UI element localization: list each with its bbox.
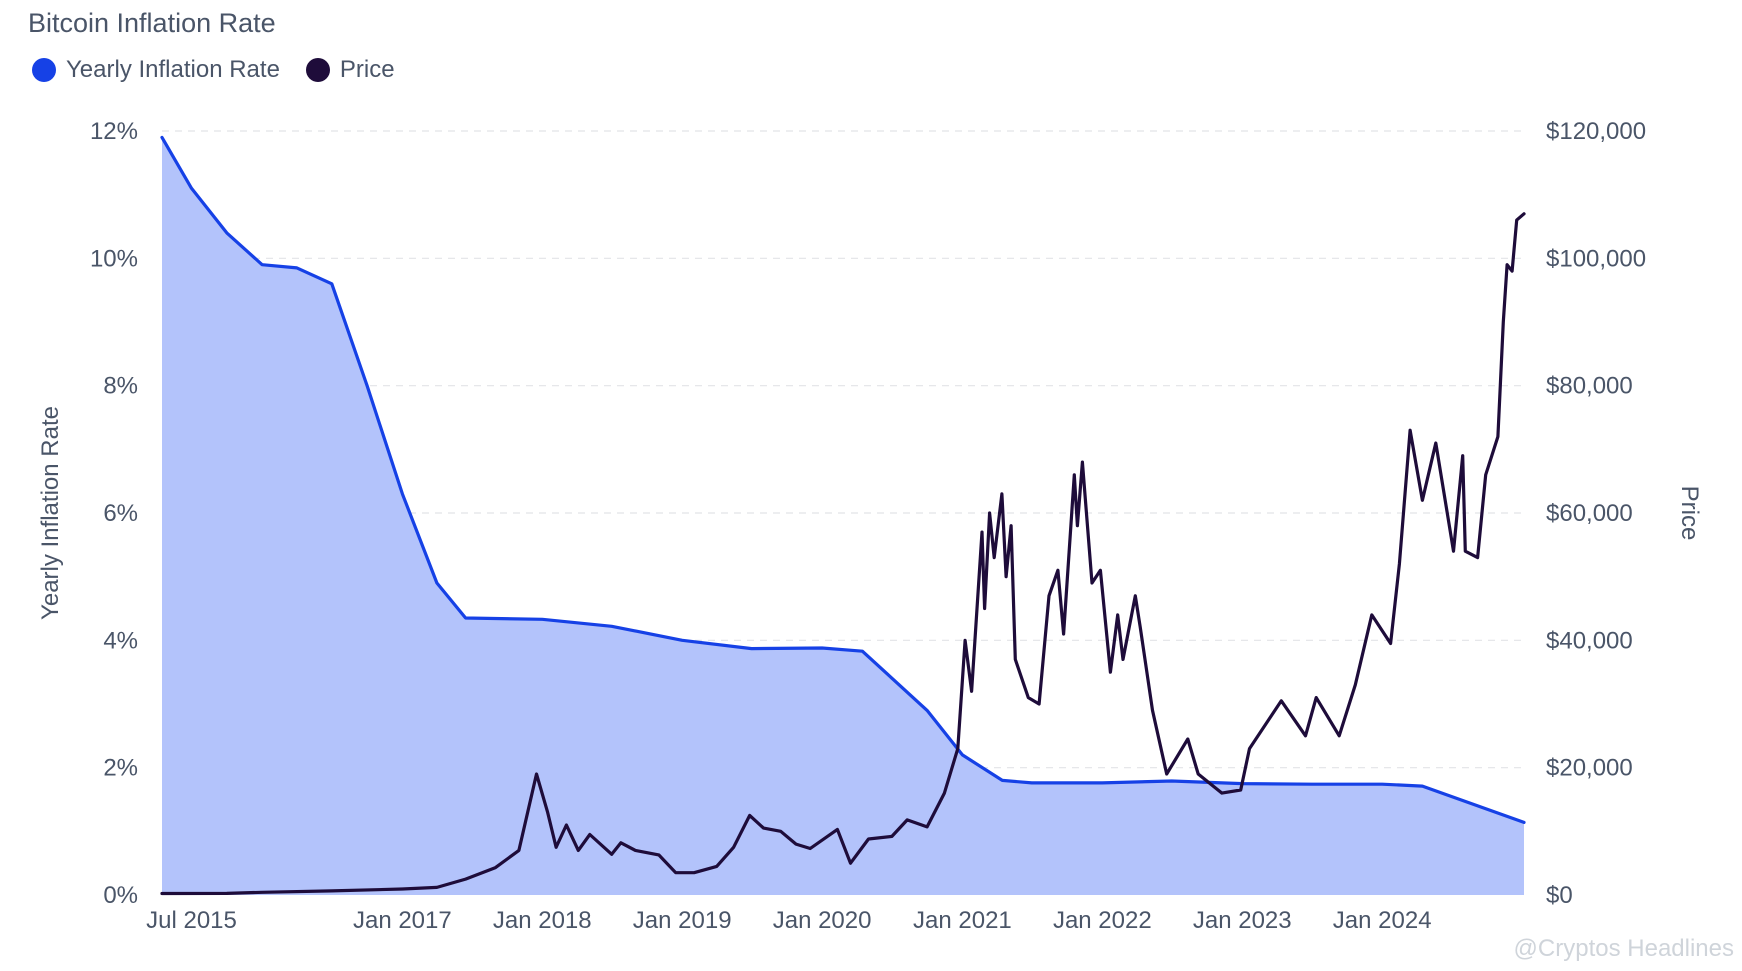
x-tick-label: Jul 2015 bbox=[146, 907, 237, 934]
inflation-area-fill bbox=[162, 137, 1524, 895]
y-right-tick-label: $0 bbox=[1546, 882, 1573, 909]
x-tick-label: Jan 2022 bbox=[1053, 907, 1152, 934]
y-right-tick-label: $120,000 bbox=[1546, 118, 1646, 145]
watermark: @Cryptos Headlines bbox=[1513, 935, 1734, 962]
y-left-tick-label: 0% bbox=[103, 882, 138, 909]
y-right-tick-label: $100,000 bbox=[1546, 245, 1646, 272]
y-left-tick-label: 2% bbox=[103, 755, 138, 782]
y-left-axis-title: Yearly Inflation Rate bbox=[37, 406, 64, 620]
x-tick-label: Jan 2020 bbox=[773, 907, 872, 934]
y-left-tick-label: 4% bbox=[103, 627, 138, 654]
price-line bbox=[160, 212, 1526, 896]
y-left-tick-label: 6% bbox=[103, 500, 138, 527]
y-right-axis-title: Price bbox=[1676, 486, 1703, 541]
y-right-tick-label: $20,000 bbox=[1546, 755, 1633, 782]
inflation-area-layer bbox=[162, 137, 1524, 895]
x-axis: Jul 2015 Jan 2017 Jan 2018 Jan 2019 Jan 2020… bbox=[146, 907, 1431, 934]
legend-label-inflation: Yearly Inflation Rate bbox=[66, 56, 280, 83]
legend-label-price: Price bbox=[339, 56, 395, 83]
x-tick-label: Jan 2024 bbox=[1333, 907, 1432, 934]
legend: Yearly Inflation Rate Price bbox=[32, 56, 395, 84]
inflation-rate-line bbox=[160, 135, 1526, 824]
legend-swatch-inflation bbox=[32, 58, 56, 82]
legend-item-inflation[interactable]: Yearly Inflation Rate bbox=[32, 56, 280, 84]
x-tick-label: Jan 2023 bbox=[1193, 907, 1292, 934]
y-right-axis: $0 $20,000 $40,000 $60,000 $80,000 $100,000 $1… bbox=[1546, 118, 1646, 909]
y-right-tick-label: $80,000 bbox=[1546, 373, 1633, 400]
x-tick-label: Jan 2018 bbox=[493, 907, 592, 934]
y-left-tick-label: 8% bbox=[103, 373, 138, 400]
y-left-axis: 0% 2% 4% 6% 8% 10% 12% bbox=[90, 118, 138, 909]
chart-title: Bitcoin Inflation Rate bbox=[28, 8, 276, 38]
series-lines bbox=[160, 135, 1526, 896]
y-left-tick-label: 12% bbox=[90, 118, 138, 145]
legend-swatch-price bbox=[305, 58, 330, 82]
x-tick-label: Jan 2017 bbox=[353, 907, 452, 934]
legend-item-price[interactable]: Price bbox=[305, 56, 395, 84]
y-right-tick-label: $60,000 bbox=[1546, 500, 1633, 527]
x-tick-label: Jan 2019 bbox=[633, 907, 732, 934]
y-left-tick-label: 10% bbox=[90, 245, 138, 272]
y-right-tick-label: $40,000 bbox=[1546, 627, 1633, 654]
x-tick-label: Jan 2021 bbox=[913, 907, 1012, 934]
